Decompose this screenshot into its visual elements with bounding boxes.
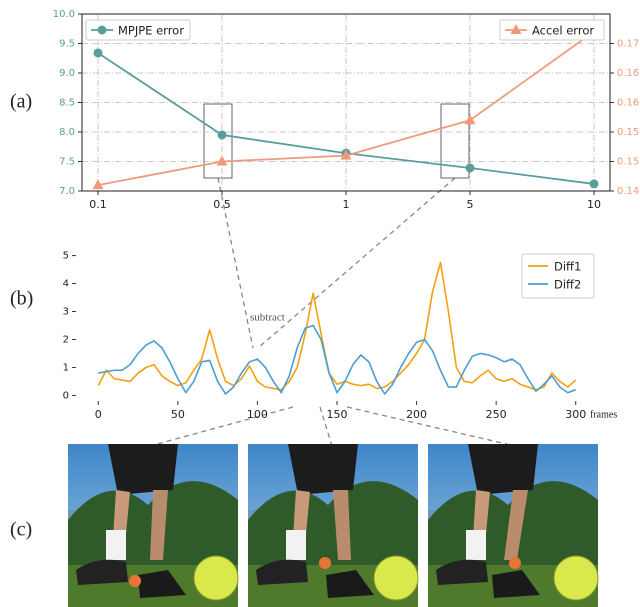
- x-tick-label: 0.5: [213, 198, 231, 211]
- panel-label: (b): [10, 288, 33, 310]
- panel-label: (a): [10, 91, 32, 113]
- photo-keypoint: [509, 557, 521, 569]
- x-tick-label: 1: [343, 198, 350, 211]
- legend-label: MPJPE error: [118, 24, 184, 38]
- photo-ball: [194, 556, 238, 600]
- y-tick-label: 9.5: [59, 39, 75, 50]
- y2-tick-label: 0.155: [617, 127, 640, 138]
- marker: [466, 163, 475, 172]
- marker: [465, 114, 476, 124]
- x-tick-label: 0: [95, 408, 102, 421]
- photo-shorts: [468, 444, 538, 495]
- y-tick-label: 7.5: [59, 157, 75, 168]
- photo-ball: [554, 556, 598, 600]
- y2-tick-label: 0.160: [617, 98, 640, 109]
- marker: [590, 179, 599, 188]
- legend-label: Diff1: [554, 260, 581, 274]
- y-tick-label: 3: [63, 307, 69, 318]
- y-tick-label: 4: [63, 279, 69, 290]
- x-tick-label: 50: [171, 408, 185, 421]
- marker: [218, 130, 227, 139]
- y-tick-label: 0: [63, 390, 69, 401]
- x-tick-label: 0.1: [89, 198, 107, 211]
- y-tick-label: 7.0: [59, 186, 75, 197]
- photo-sock: [106, 530, 126, 560]
- highlight-boxes: [204, 104, 469, 178]
- y2-tick-label: 0.170: [617, 39, 640, 50]
- photo-shorts: [108, 444, 178, 495]
- x-tick-label: 10: [587, 198, 601, 211]
- y-tick-label: 8.5: [59, 98, 75, 109]
- photo-shorts: [288, 444, 358, 495]
- y2-tick-label: 0.165: [617, 68, 640, 79]
- photo-keypoint: [319, 557, 331, 569]
- x-tick-label: 150: [327, 408, 348, 421]
- x-tick-label: 200: [406, 408, 427, 421]
- x-tick-label: 5: [467, 198, 474, 211]
- connectors: [150, 178, 515, 446]
- photo: [248, 444, 418, 607]
- x-tick-label: 250: [486, 408, 507, 421]
- marker: [94, 48, 103, 57]
- legend-label: Diff2: [554, 278, 581, 292]
- photo: [68, 444, 238, 607]
- legend-label: Accel error: [532, 24, 594, 38]
- y2-tick-label: 0.150: [617, 157, 640, 168]
- legend-marker: [98, 26, 107, 35]
- y-tick-label: 10.0: [53, 9, 75, 20]
- photos: [68, 444, 598, 607]
- y-tick-label: 8.0: [59, 127, 75, 138]
- x-axis-label: frames: [590, 409, 617, 420]
- y-tick-label: 5: [63, 251, 69, 262]
- y-tick-label: 2: [63, 334, 69, 345]
- photo-sock: [466, 530, 486, 560]
- annotation: subtract: [250, 312, 285, 324]
- series-line: [98, 263, 575, 390]
- x-tick-label: 300: [565, 408, 586, 421]
- x-tick-label: 100: [247, 408, 268, 421]
- photo-ball: [374, 556, 418, 600]
- y2-tick-label: 0.145: [617, 186, 640, 197]
- y-tick-label: 1: [63, 362, 69, 373]
- y-tick-label: 9.0: [59, 68, 75, 79]
- figure: (a) (b) (c) 7.07.58.08.59.09.510.00.1450…: [0, 0, 640, 607]
- photo-sock: [286, 530, 306, 560]
- photo: [428, 444, 598, 607]
- panel-label: (c): [10, 519, 32, 541]
- photo-keypoint: [129, 575, 141, 587]
